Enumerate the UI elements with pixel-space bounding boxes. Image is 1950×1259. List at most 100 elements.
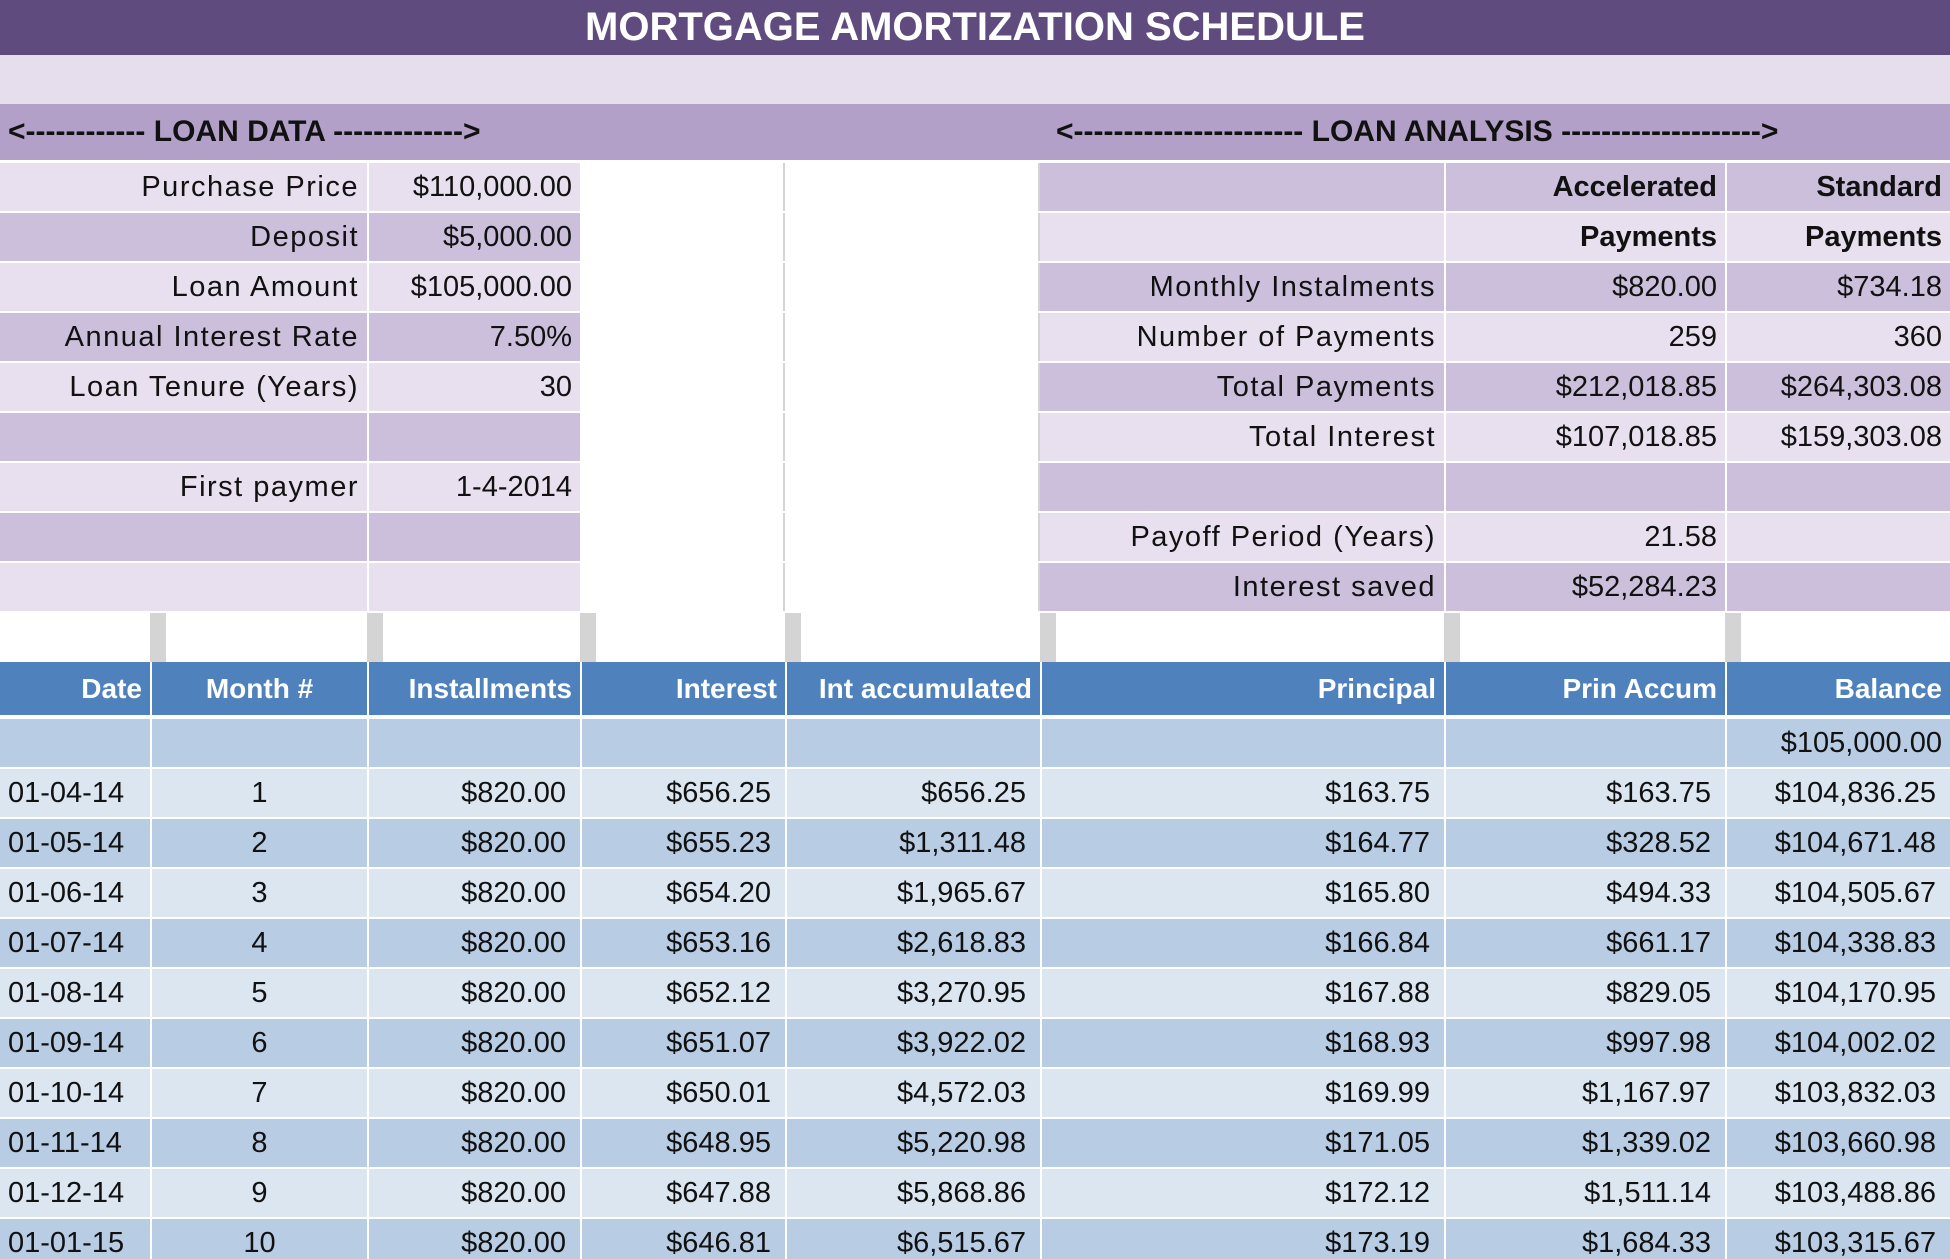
analysis-label: Total Interest [1040, 413, 1444, 461]
blank-cell [0, 719, 150, 767]
analysis-standard: $264,303.08 [1727, 363, 1950, 411]
analysis-accelerated [1446, 463, 1725, 511]
schedule-cell: $1,167.97 [1446, 1069, 1725, 1117]
loan-data-label: Deposit [0, 213, 367, 261]
schedule-cell: $1,339.02 [1446, 1119, 1725, 1167]
blank-cell [582, 363, 785, 411]
schedule-cell: $103,488.86 [1727, 1169, 1950, 1217]
schedule-cell: 01-12-14 [0, 1169, 150, 1217]
blank-cell [787, 719, 1040, 767]
schedule-cell: $650.01 [582, 1069, 785, 1117]
grid-line [367, 613, 383, 662]
grid-line [580, 613, 596, 662]
schedule-cell: 3 [152, 869, 367, 917]
analysis-label: Total Payments [1040, 363, 1444, 411]
analysis-accelerated: $52,284.23 [1446, 563, 1725, 611]
column-header: Interest [582, 662, 785, 715]
schedule-cell: $653.16 [582, 919, 785, 967]
blank-cell [582, 163, 785, 211]
schedule-cell: 4 [152, 919, 367, 967]
schedule-cell: $103,660.98 [1727, 1119, 1950, 1167]
blank-cell [582, 313, 785, 361]
column-header: Installments [369, 662, 580, 715]
schedule-cell: 5 [152, 969, 367, 1017]
schedule-cell: $1,965.67 [787, 869, 1040, 917]
loan-data-value [369, 563, 580, 611]
column-header: Balance [1727, 662, 1950, 715]
analysis-standard: 360 [1727, 313, 1950, 361]
schedule-cell: $103,315.67 [1727, 1219, 1950, 1259]
schedule-cell: 01-10-14 [0, 1069, 150, 1117]
analysis-standard [1727, 563, 1950, 611]
loan-data-heading: <------------ LOAN DATA -------------> [8, 115, 481, 148]
analysis-accelerated: 21.58 [1446, 513, 1725, 561]
schedule-cell: $820.00 [369, 869, 580, 917]
loan-data-value: $105,000.00 [369, 263, 580, 311]
analysis-label [1040, 163, 1444, 211]
analysis-label [1040, 463, 1444, 511]
loan-data-label: Annual Interest Rate [0, 313, 367, 361]
schedule-cell: $820.00 [369, 769, 580, 817]
spacer-band [0, 55, 1950, 104]
blank-cell [785, 163, 1040, 211]
schedule-cell: $820.00 [369, 1119, 580, 1167]
loan-data-label: Loan Tenure (Years) [0, 363, 367, 411]
schedule-cell: $656.25 [787, 769, 1040, 817]
schedule-cell: 01-07-14 [0, 919, 150, 967]
schedule-cell: $997.98 [1446, 1019, 1725, 1067]
blank-cell [369, 719, 580, 767]
loan-data-value: $110,000.00 [369, 163, 580, 211]
schedule-cell: $164.77 [1042, 819, 1444, 867]
blank-cell [785, 313, 1040, 361]
schedule-cell: $3,922.02 [787, 1019, 1040, 1067]
loan-data-value [369, 413, 580, 461]
schedule-cell: $4,572.03 [787, 1069, 1040, 1117]
blank-cell [785, 213, 1040, 261]
schedule-cell: $651.07 [582, 1019, 785, 1067]
schedule-cell: $652.12 [582, 969, 785, 1017]
loan-data-value [369, 513, 580, 561]
schedule-cell: $163.75 [1042, 769, 1444, 817]
title-bar: MORTGAGE AMORTIZATION SCHEDULE [0, 0, 1950, 55]
schedule-cell: $104,170.95 [1727, 969, 1950, 1017]
schedule-cell: 1 [152, 769, 367, 817]
loan-analysis-heading: <----------------------- LOAN ANALYSIS -… [1056, 115, 1779, 148]
analysis-label: Monthly Instalments [1040, 263, 1444, 311]
schedule-cell: $165.80 [1042, 869, 1444, 917]
analysis-accelerated: Payments [1446, 213, 1725, 261]
schedule-cell: $104,505.67 [1727, 869, 1950, 917]
schedule-cell: $820.00 [369, 1169, 580, 1217]
column-header: Date [0, 662, 150, 715]
analysis-accelerated: $212,018.85 [1446, 363, 1725, 411]
schedule-cell: 01-04-14 [0, 769, 150, 817]
schedule-cell: $1,684.33 [1446, 1219, 1725, 1259]
schedule-cell: $820.00 [369, 819, 580, 867]
column-header: Principal [1042, 662, 1444, 715]
analysis-label [1040, 213, 1444, 261]
analysis-accelerated: Accelerated [1446, 163, 1725, 211]
schedule-cell: $104,671.48 [1727, 819, 1950, 867]
schedule-cell: $168.93 [1042, 1019, 1444, 1067]
blank-cell [152, 719, 367, 767]
column-header: Month # [152, 662, 367, 715]
grid-line [1444, 613, 1460, 662]
schedule-cell: 2 [152, 819, 367, 867]
analysis-label: Interest saved [1040, 563, 1444, 611]
loan-data-value: 30 [369, 363, 580, 411]
schedule-cell: 01-06-14 [0, 869, 150, 917]
analysis-standard: $734.18 [1727, 263, 1950, 311]
schedule-cell: 01-08-14 [0, 969, 150, 1017]
grid-line [1725, 613, 1741, 662]
loan-data-label: Loan Amount [0, 263, 367, 311]
schedule-cell: $167.88 [1042, 969, 1444, 1017]
grid-line [150, 613, 166, 662]
schedule-cell: $820.00 [369, 969, 580, 1017]
schedule-cell: 8 [152, 1119, 367, 1167]
schedule-cell: $494.33 [1446, 869, 1725, 917]
analysis-standard: Standard [1727, 163, 1950, 211]
blank-cell [1042, 719, 1444, 767]
column-header: Prin Accum [1446, 662, 1725, 715]
blank-cell [785, 463, 1040, 511]
schedule-cell: $5,868.86 [787, 1169, 1040, 1217]
